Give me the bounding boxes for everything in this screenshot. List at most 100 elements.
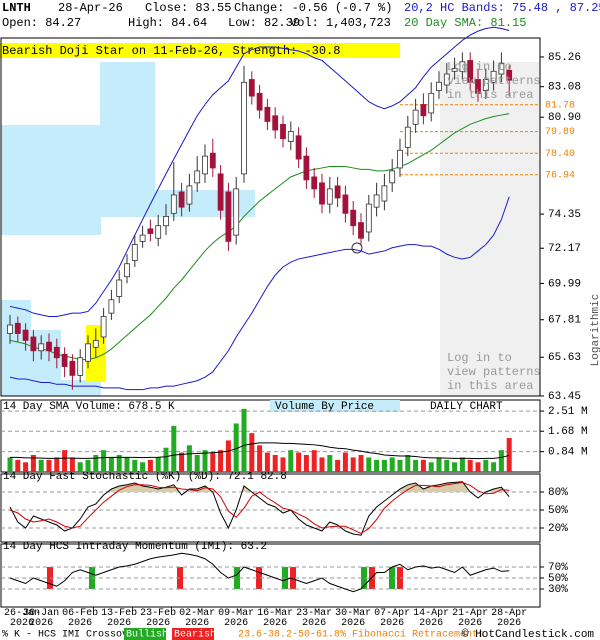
crossover-legend: % K - HCS IMI Crossover, (2, 630, 146, 640)
y-tick-label: 80% (548, 487, 568, 499)
volume: Vol: 1,403,723 (290, 16, 391, 30)
banner: Bearish Doji Star on 11-Feb-26, Strength… (2, 44, 340, 58)
y-tick-label: 80.90 (548, 112, 581, 124)
volume-bar (210, 452, 216, 472)
volume-bar (186, 445, 192, 472)
candle-body (342, 194, 349, 214)
volume-bar (444, 459, 450, 472)
volume-bar (85, 459, 91, 472)
volume-bar (506, 438, 512, 472)
volume-title: 14 Day SMA Volume: 678.5 K (3, 401, 175, 413)
imi-frame (0, 543, 541, 608)
change: Change: -0.56 (-0.7 %) (234, 1, 392, 15)
fib-label: 78.40 (545, 149, 575, 160)
pattern-note: Log in to view patterns in this area (447, 60, 541, 102)
candle-body (334, 185, 341, 199)
y-tick-label: 63.45 (548, 391, 581, 403)
volume-bar (171, 425, 177, 472)
volume-bar (54, 457, 60, 472)
sma: 20 Day SMA: 81.15 (404, 16, 526, 30)
candle-body (202, 155, 208, 175)
bearish-bg (172, 628, 214, 640)
candle-body (100, 316, 107, 338)
indicator-line (9, 552, 510, 593)
volume-bar (249, 433, 255, 472)
x-tick-label: 02-Mar 2026 (179, 608, 216, 629)
stochastic-title: 14 Day Fast Stochastic (%K) (%D): 72.1 8… (3, 471, 287, 483)
bearish: Bearish (174, 629, 216, 640)
candle-body (498, 62, 505, 75)
volume-bar (358, 455, 364, 472)
candle-body (295, 135, 302, 160)
volume-bar (420, 459, 426, 472)
candle-body (69, 360, 76, 376)
volume-bar (389, 457, 395, 472)
candle-body (14, 322, 21, 334)
y-tick-label: 50% (548, 573, 568, 585)
candle-body (490, 70, 497, 83)
candle-body (482, 79, 489, 91)
candle-body (420, 104, 427, 117)
candle-body (467, 60, 474, 83)
candle-body (412, 109, 419, 125)
open: Open: 84.27 (2, 16, 81, 30)
fib-label: 81.78 (545, 100, 575, 111)
y-tick-label: 0.84 M (548, 447, 588, 459)
bullish: Bullish (126, 629, 168, 640)
candle-body (30, 336, 37, 352)
volume-bar (272, 455, 278, 472)
volume-bar (467, 459, 473, 472)
candle-body (436, 81, 442, 91)
volume-bar (124, 457, 130, 472)
overbought-fill (10, 481, 510, 492)
volume-bar (179, 452, 185, 472)
y-tick-label: 50% (548, 505, 568, 517)
vbp-label: Volume By Price (275, 401, 374, 413)
candle-body (233, 188, 240, 236)
indicator-line (9, 481, 510, 536)
banner-bg (0, 43, 400, 58)
stochastic-frame (0, 473, 541, 543)
candle-body (217, 173, 224, 211)
candle-body (475, 79, 481, 94)
volume-bar (163, 447, 169, 472)
candle-body (225, 191, 232, 242)
x-tick-label: 09-Mar 2026 (218, 608, 255, 629)
candle-body (38, 343, 45, 352)
vbp-label-bg (270, 400, 400, 412)
volume-bar (475, 462, 481, 472)
close: Close: 83.55 (145, 1, 231, 15)
candle-body (248, 79, 255, 97)
volume-bar (132, 459, 138, 472)
volume-bar (140, 462, 146, 472)
volume-bar (147, 459, 153, 472)
volume-bar (69, 457, 75, 472)
volume-bar (366, 457, 372, 472)
volume-bar (194, 455, 200, 472)
candle-body (22, 329, 29, 341)
volume-bar (327, 455, 333, 472)
candle-body (77, 357, 84, 376)
volume-bar (428, 462, 434, 472)
indicator-line (9, 26, 510, 318)
y-tick-label: 2.51 M (548, 406, 588, 418)
x-tick-label: 30-Mar 2026 (335, 608, 372, 629)
bullish-bg (124, 628, 166, 640)
fib-label: 79.89 (545, 127, 575, 138)
pattern-note: Log in to view patterns in this area (447, 351, 541, 393)
volume-bar (264, 452, 270, 472)
volume-bar (319, 457, 325, 472)
candle-body (326, 188, 333, 205)
main-frame (0, 37, 541, 397)
candle-body (506, 69, 513, 81)
y-tick-label: 85.26 (548, 52, 581, 64)
candle-body (124, 263, 130, 278)
volume-bar (303, 455, 309, 472)
candle-body (209, 152, 216, 169)
candle-body (194, 170, 201, 184)
volume-bar (77, 462, 83, 472)
x-tick-label: 26-Jan 2026 (3, 608, 40, 629)
volume-bar (498, 450, 504, 472)
volume-bar (155, 457, 161, 472)
volume-bar (397, 459, 403, 472)
